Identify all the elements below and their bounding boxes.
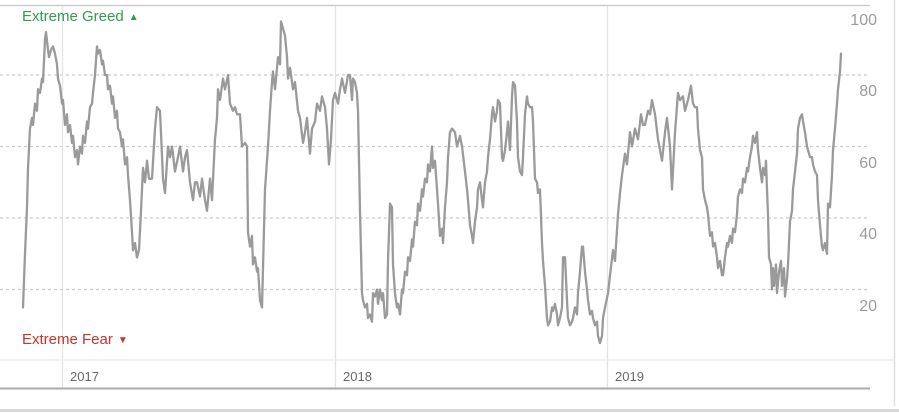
x-axis-tick-2019: 2019 bbox=[615, 369, 644, 384]
vertical-year-gridlines bbox=[61, 5, 609, 388]
extreme-fear-label: Extreme Fear ▼ bbox=[22, 331, 128, 348]
extreme-greed-label: Extreme Greed ▲ bbox=[22, 8, 139, 25]
bottom-divider bbox=[0, 409, 899, 412]
y-axis-tick-20: 20 bbox=[859, 298, 877, 315]
extreme-fear-text: Extreme Fear bbox=[22, 331, 113, 348]
y-axis-tick-100: 100 bbox=[850, 12, 877, 29]
y-axis-tick-80: 80 bbox=[859, 83, 877, 100]
extreme-greed-text: Extreme Greed bbox=[22, 8, 124, 25]
y-axis-tick-60: 60 bbox=[859, 155, 877, 172]
down-triangle-icon: ▼ bbox=[117, 334, 128, 346]
x-axis-tick-2018: 2018 bbox=[343, 369, 372, 384]
horizontal-gridlines bbox=[0, 74, 870, 291]
y-axis-tick-40: 40 bbox=[859, 226, 877, 243]
index-line-series bbox=[21, 20, 843, 345]
x-axis-tick-2017: 2017 bbox=[70, 369, 99, 384]
up-triangle-icon: ▲ bbox=[128, 11, 139, 23]
